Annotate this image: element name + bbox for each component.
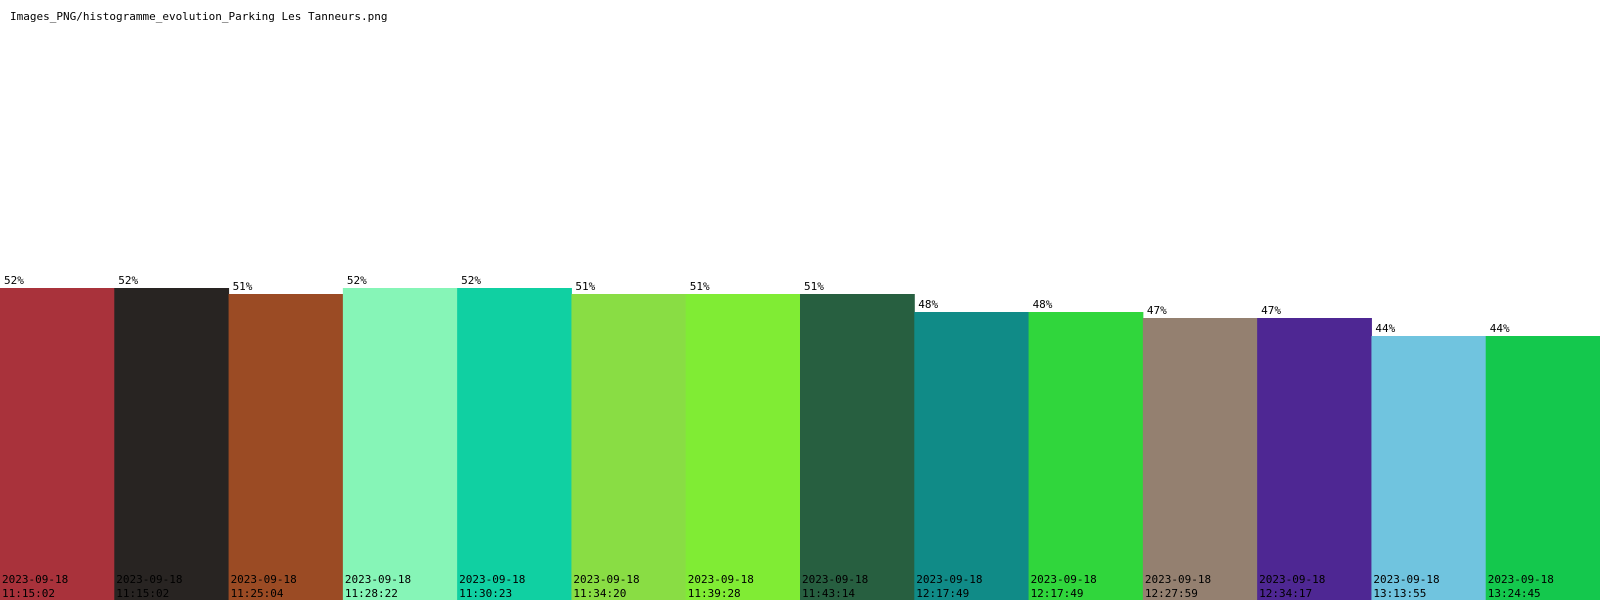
bar-value-label: 47% [1261, 304, 1281, 317]
bar-3 [228, 294, 344, 600]
bar-time-label: 12:27:59 [1145, 587, 1198, 600]
bar-value-label: 51% [690, 280, 710, 293]
bar-date-label: 2023-09-18 [802, 573, 868, 586]
bar-13 [1371, 336, 1487, 600]
bar-date-label: 2023-09-18 [1031, 573, 1097, 586]
bar-value-label: 51% [804, 280, 824, 293]
bar-date-label: 2023-09-18 [688, 573, 754, 586]
bar-12 [1257, 318, 1372, 600]
bar-date-label: 2023-09-18 [2, 573, 68, 586]
bar-value-label: 52% [118, 274, 138, 287]
bar-6 [571, 294, 687, 600]
bar-value-label: 52% [461, 274, 481, 287]
bar-time-label: 13:13:55 [1373, 587, 1426, 600]
page-title: Images_PNG/histogramme_evolution_Parking… [10, 10, 388, 23]
bar-time-label: 12:34:17 [1259, 587, 1312, 600]
bar-value-label: 44% [1490, 322, 1510, 335]
bar-9 [914, 312, 1030, 600]
bar-value-label: 52% [347, 274, 367, 287]
bar-date-label: 2023-09-18 [573, 573, 639, 586]
bar-date-label: 2023-09-18 [1145, 573, 1211, 586]
bar-date-label: 2023-09-18 [1259, 573, 1325, 586]
bar-value-label: 44% [1375, 322, 1395, 335]
bar-time-label: 11:15:02 [116, 587, 169, 600]
bar-date-label: 2023-09-18 [916, 573, 982, 586]
bar-2 [114, 288, 230, 600]
bar-value-label: 51% [233, 280, 253, 293]
bar-date-label: 2023-09-18 [345, 573, 411, 586]
bar-date-label: 2023-09-18 [231, 573, 297, 586]
bar-value-label: 52% [4, 274, 24, 287]
bar-date-label: 2023-09-18 [1488, 573, 1554, 586]
bar-10 [1028, 312, 1144, 600]
bar-value-label: 51% [575, 280, 595, 293]
bar-time-label: 11:34:20 [573, 587, 626, 600]
bar-5 [457, 288, 572, 600]
bar-4 [342, 288, 458, 600]
bar-time-label: 11:25:04 [231, 587, 284, 600]
bar-time-label: 11:30:23 [459, 587, 512, 600]
bar-date-label: 2023-09-18 [1373, 573, 1439, 586]
bar-8 [800, 294, 915, 600]
bar-time-label: 11:39:28 [688, 587, 741, 600]
bar-11 [1142, 318, 1258, 600]
bar-time-label: 11:15:02 [2, 587, 55, 600]
bar-time-label: 12:17:49 [1031, 587, 1084, 600]
bar-time-label: 11:43:14 [802, 587, 855, 600]
bar-7 [685, 294, 801, 600]
bar-time-label: 13:24:45 [1488, 587, 1541, 600]
bar-value-label: 47% [1147, 304, 1167, 317]
bar-date-label: 2023-09-18 [116, 573, 182, 586]
bar-14 [1485, 336, 1600, 600]
bar-time-label: 11:28:22 [345, 587, 398, 600]
bar-1 [0, 288, 115, 600]
bar-date-label: 2023-09-18 [459, 573, 525, 586]
bar-value-label: 48% [1033, 298, 1053, 311]
bar-time-label: 12:17:49 [916, 587, 969, 600]
bar-value-label: 48% [918, 298, 938, 311]
